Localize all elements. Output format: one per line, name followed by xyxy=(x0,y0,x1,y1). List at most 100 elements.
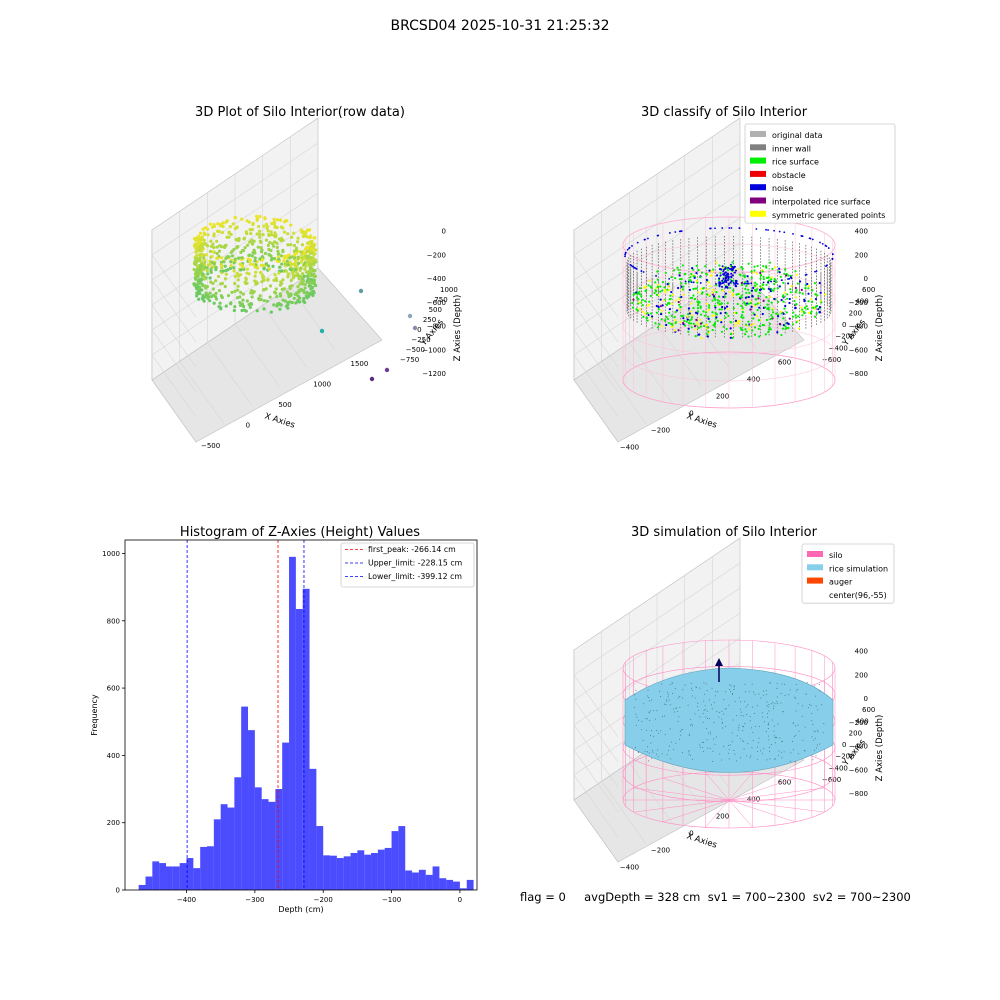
classify-point xyxy=(779,323,782,326)
classify-point xyxy=(767,330,770,334)
rice-mesh-point xyxy=(779,737,781,739)
classify-point xyxy=(773,297,776,301)
raw-point xyxy=(222,260,226,264)
raw-point xyxy=(264,222,269,226)
raw-point xyxy=(201,252,205,256)
rice-mesh-point xyxy=(723,699,725,701)
classify-point xyxy=(759,274,763,277)
silo-floor-spoke xyxy=(662,777,730,801)
raw-point xyxy=(258,235,262,239)
raw-point xyxy=(272,220,277,224)
rice-mesh-point xyxy=(635,713,637,715)
histogram-bar xyxy=(213,819,221,890)
cls-x-tick-label: 600 xyxy=(778,359,791,367)
raw-y-tick-label: 500 xyxy=(429,306,442,314)
raw-point xyxy=(286,272,291,276)
classify-point xyxy=(733,311,737,315)
rice-mesh-point xyxy=(712,751,714,753)
raw-point xyxy=(216,229,220,233)
classify-point xyxy=(704,324,707,327)
rice-mesh-point xyxy=(666,699,668,701)
rice-mesh-point xyxy=(657,732,659,734)
rice-mesh-point xyxy=(702,747,704,749)
histogram-bar xyxy=(466,879,474,890)
raw-point xyxy=(249,232,253,236)
rice-mesh-point xyxy=(802,739,804,741)
classify-point xyxy=(713,314,716,317)
noise-point xyxy=(755,228,758,230)
noise-point xyxy=(770,280,773,283)
raw-point xyxy=(200,242,204,246)
raw-point xyxy=(305,228,310,232)
rice-mesh-point xyxy=(794,725,796,727)
rice-mesh-point xyxy=(740,715,742,717)
rice-mesh-point xyxy=(733,749,735,751)
raw-point xyxy=(233,289,237,293)
histogram-bar xyxy=(179,863,187,890)
rice-mesh-point xyxy=(694,713,696,715)
rice-mesh-point xyxy=(818,683,820,685)
classify-point xyxy=(787,326,790,330)
rice-mesh-point xyxy=(657,756,659,758)
classify-point xyxy=(778,267,781,270)
raw-gridline xyxy=(151,142,319,256)
classify-point xyxy=(708,269,711,272)
classify-point xyxy=(664,289,667,292)
raw-point xyxy=(255,232,259,236)
rice-mesh-point xyxy=(767,712,769,714)
rice-mesh-point xyxy=(646,695,648,697)
classify-legend-label: noise xyxy=(772,184,793,193)
classify-point xyxy=(707,306,711,309)
classify-point xyxy=(776,315,780,318)
raw-point xyxy=(263,251,268,256)
histogram-bar xyxy=(220,804,228,890)
raw-point xyxy=(217,249,222,253)
rice-mesh-point xyxy=(709,731,711,733)
classify-point xyxy=(680,277,683,281)
classify-point xyxy=(807,285,810,288)
histogram-bar xyxy=(323,855,331,890)
sim-y-tick-label: 0 xyxy=(842,741,846,749)
classify-point xyxy=(703,324,706,328)
cls-y-tick-label: −200 xyxy=(835,333,854,341)
raw-point xyxy=(301,288,306,293)
rice-mesh-point xyxy=(677,720,679,722)
classify-point xyxy=(670,302,674,305)
cls-z-tick-label: −200 xyxy=(849,299,868,307)
silo-floor-spoke xyxy=(728,799,796,823)
rice-mesh-point xyxy=(704,705,706,707)
histogram-bar xyxy=(145,876,153,890)
classify-point xyxy=(635,296,639,299)
raw-point xyxy=(279,294,283,298)
cls-y-tick-label: 0 xyxy=(842,321,846,329)
noise-cluster-point xyxy=(721,265,724,268)
rice-mesh-point xyxy=(768,722,770,724)
raw-point xyxy=(307,245,311,250)
classify-point xyxy=(730,332,733,335)
raw-point xyxy=(213,295,218,299)
classify-point xyxy=(732,279,735,282)
noise-cluster-point xyxy=(723,280,726,283)
classify-point xyxy=(749,323,752,327)
histogram-bar xyxy=(316,826,324,890)
raw-gridline xyxy=(179,361,224,424)
noise-point xyxy=(815,270,818,273)
rice-mesh-point xyxy=(736,715,738,717)
classify-point xyxy=(766,281,770,284)
raw-point xyxy=(260,258,265,262)
raw-point xyxy=(211,287,215,291)
noise-point xyxy=(738,227,741,230)
classify-point xyxy=(764,306,767,309)
rice-mesh-point xyxy=(773,708,775,710)
rice-mesh-point xyxy=(767,724,769,726)
classify-point xyxy=(644,300,647,303)
classify-point xyxy=(794,303,797,306)
noise-cluster-point xyxy=(727,283,730,286)
rice-mesh-point xyxy=(795,734,797,736)
classify-point xyxy=(685,320,688,323)
rice-mesh-point xyxy=(766,705,768,707)
classify-point xyxy=(756,302,759,305)
classify-point xyxy=(700,292,704,295)
histogram-bar xyxy=(295,608,303,890)
